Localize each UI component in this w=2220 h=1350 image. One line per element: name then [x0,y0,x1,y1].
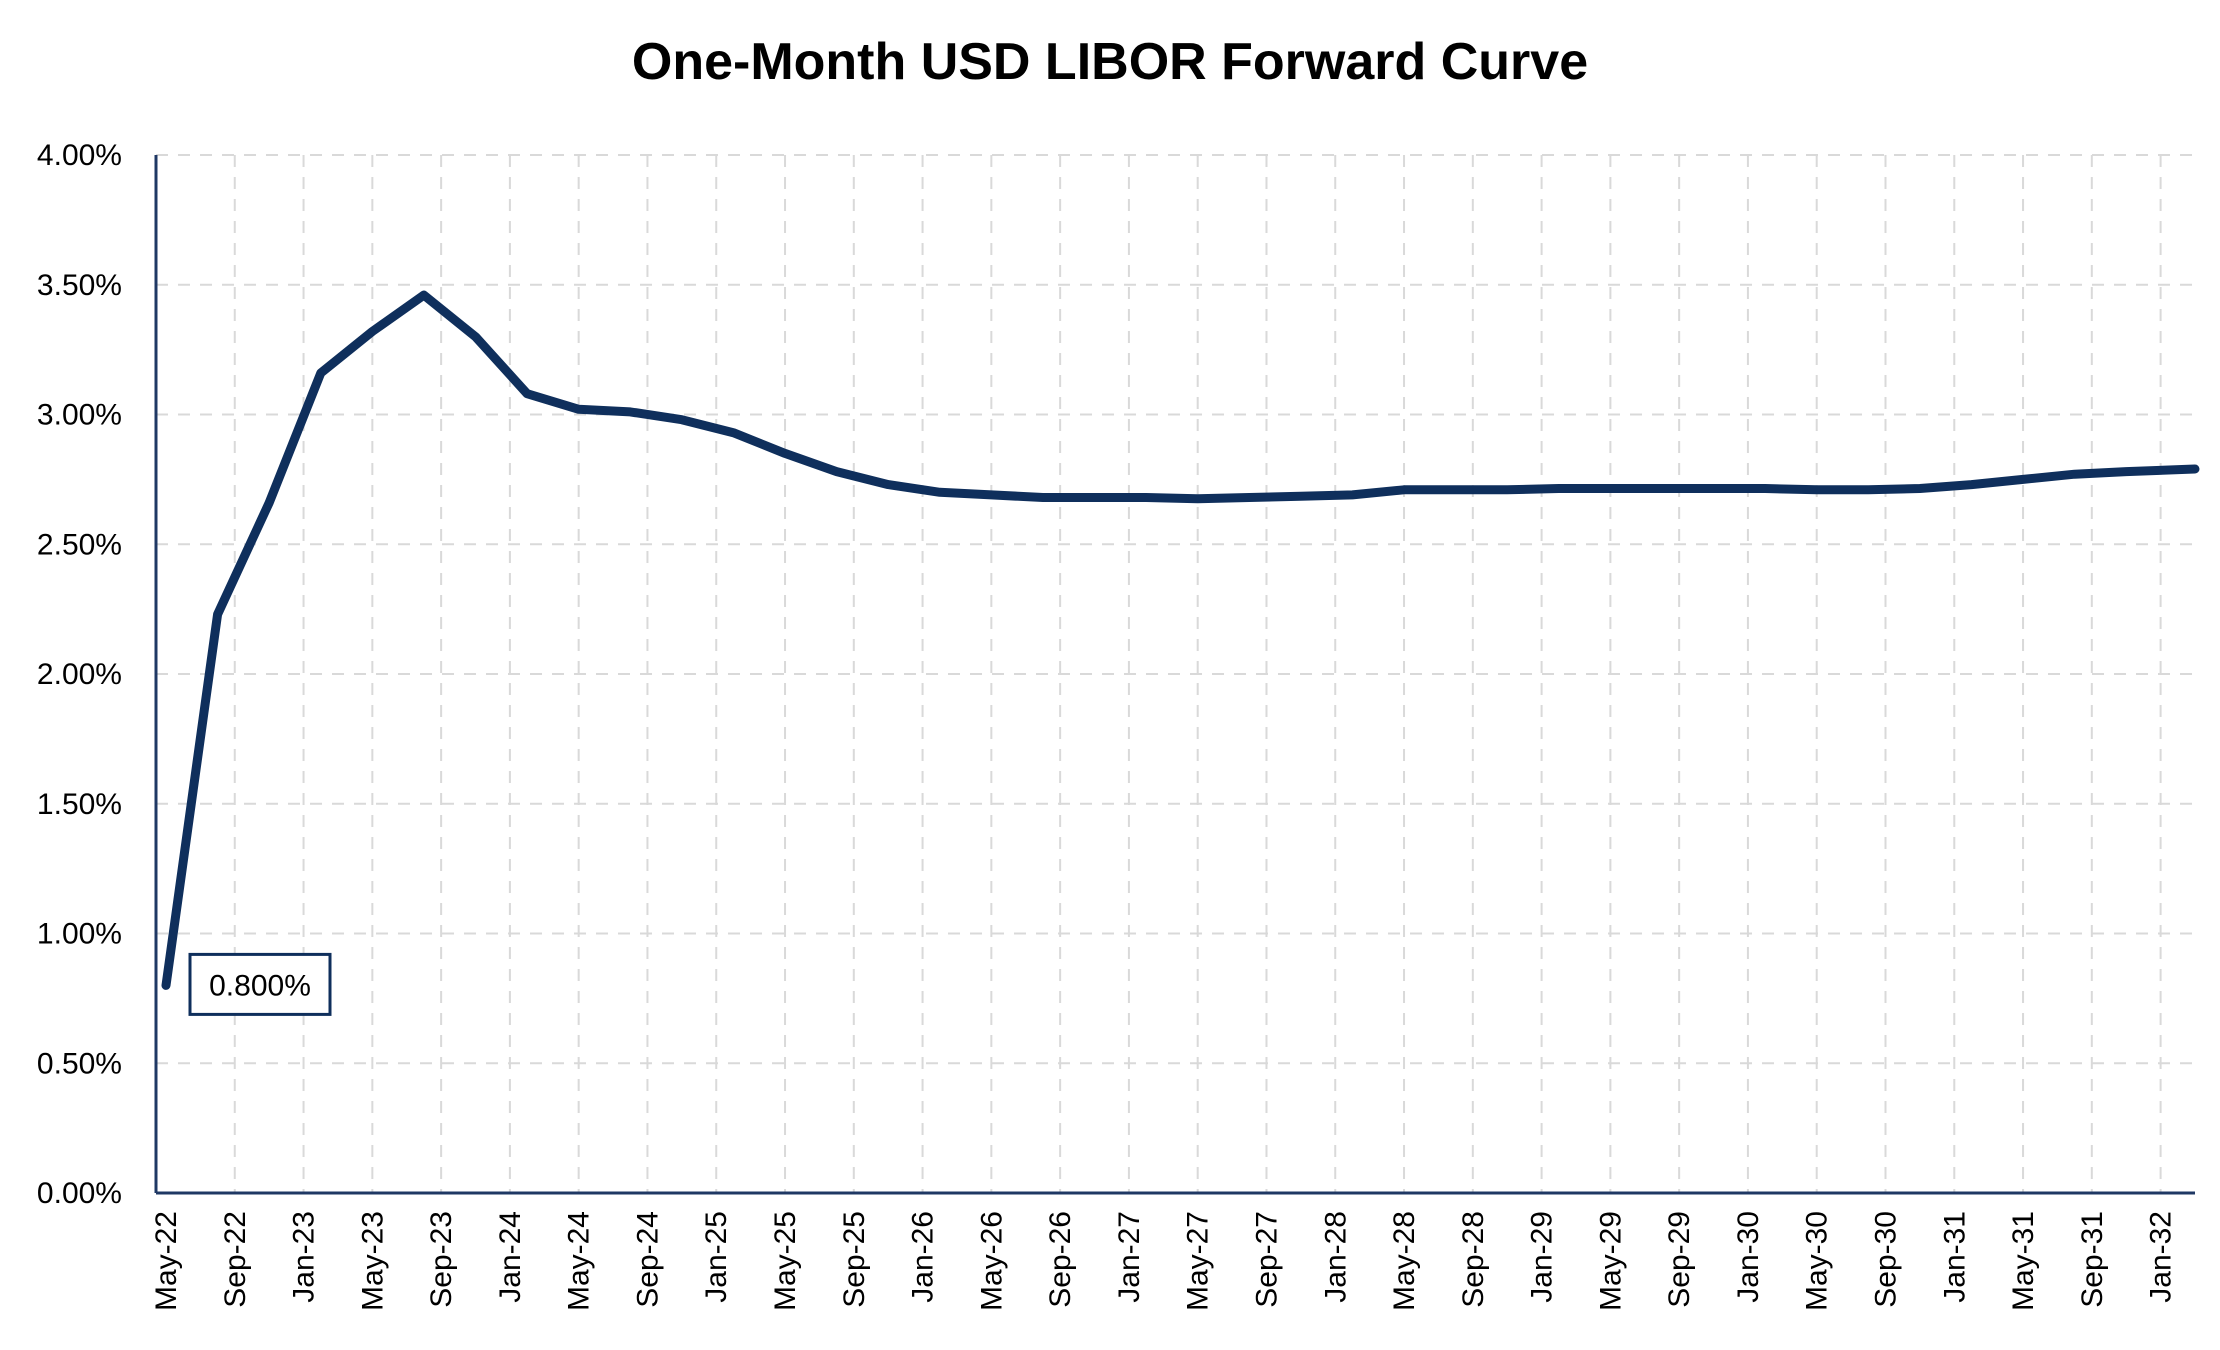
y-tick-label: 1.00% [37,918,122,951]
x-tick-label: Jan-28 [1319,1211,1352,1303]
data-label-callout: 0.800% [188,952,332,1016]
x-tick-label: May-25 [769,1211,802,1311]
chart-title: One-Month USD LIBOR Forward Curve [631,33,1589,91]
y-tick-label: 2.50% [37,528,122,561]
x-tick-label: Sep-22 [219,1211,252,1308]
y-tick-label: 0.50% [37,1047,122,1080]
grid-layer [156,154,2195,1193]
x-tick-label: Sep-25 [838,1211,871,1308]
x-tick-label: Sep-29 [1663,1211,1696,1308]
series-layer [161,290,2200,990]
x-tick-label: Jan-24 [494,1211,527,1303]
x-tick-label: May-23 [356,1211,389,1311]
x-tick-label: May-27 [1182,1211,1215,1311]
x-tick-label: Sep-30 [1869,1211,1902,1308]
x-tick-label: Jan-25 [700,1211,733,1303]
y-tick-label: 2.00% [37,658,122,691]
x-tick-label: Jan-26 [907,1211,940,1303]
x-tick-label: Jan-30 [1732,1211,1765,1303]
x-tick-label: May-30 [1801,1211,1834,1311]
x-tick-label: Sep-24 [631,1211,664,1308]
x-tick-label: May-28 [1388,1211,1421,1311]
y-axis-tick-labels: 0.00% 0.50% 1.00% 1.50% 2.00% 2.50% 3.00% 3.50%… [37,139,122,1210]
x-tick-label: May-22 [150,1211,183,1311]
y-tick-label: 1.50% [37,788,122,821]
x-tick-label: May-24 [563,1211,596,1311]
x-tick-label: Sep-26 [1044,1211,1077,1308]
y-tick-label: 0.00% [37,1177,122,1210]
x-tick-label: Jan-31 [1938,1211,1971,1303]
x-tick-label: Sep-23 [425,1211,458,1308]
annotation-layer: 0.800% [188,952,332,1016]
y-tick-label: 3.50% [37,269,122,302]
data-label: 0.800% [209,969,311,1002]
x-tick-label: May-26 [975,1211,1008,1311]
x-tick-label: Sep-27 [1250,1211,1283,1308]
x-tick-label: Jan-27 [1113,1211,1146,1303]
x-tick-label: Jan-32 [2145,1211,2178,1303]
x-tick-label: Sep-31 [2076,1211,2109,1308]
x-tick-label: Sep-28 [1457,1211,1490,1308]
callout-box [188,952,332,1016]
y-tick-label: 4.00% [37,139,122,172]
x-tick-label: Jan-29 [1526,1211,1559,1303]
x-axis-tick-labels: May-22 Sep-22 Jan-23 May-23 Sep-23 Jan-24 May-… [150,1211,2178,1311]
y-tick-label: 3.00% [37,399,122,432]
x-tick-label: Jan-23 [288,1211,321,1303]
axis-layer [154,155,2195,1195]
x-tick-label: May-29 [1594,1211,1627,1311]
series-line [161,290,2200,990]
x-tick-label: May-31 [2007,1211,2040,1311]
